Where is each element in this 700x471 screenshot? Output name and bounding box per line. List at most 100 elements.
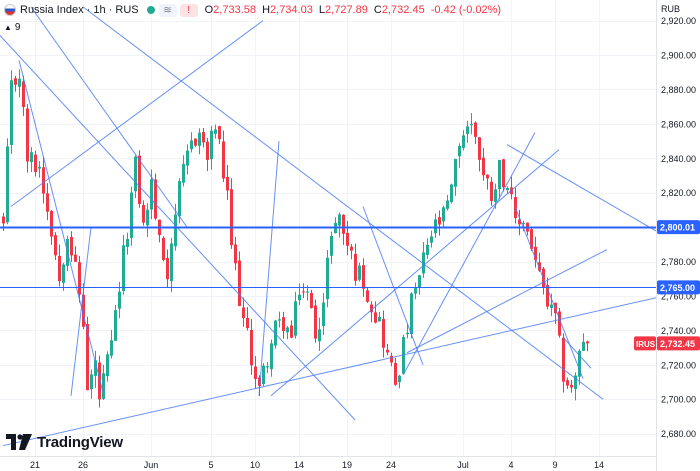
candle-body <box>86 323 89 391</box>
candle-body <box>502 159 505 188</box>
candle-body <box>346 232 349 246</box>
candle-body <box>390 355 393 363</box>
last-price-symbol-tag <box>634 336 656 351</box>
level-price-label: 2,765.00 <box>660 283 695 293</box>
candle-body <box>362 265 365 289</box>
candle-body <box>366 290 369 302</box>
trendline-3 <box>10 20 264 207</box>
candle-body <box>258 377 261 386</box>
open-label: O <box>204 4 214 16</box>
indicator-count: 9 <box>14 21 21 33</box>
candle-body <box>38 166 41 169</box>
x-tick-label: 26 <box>78 460 88 470</box>
candle-body <box>254 366 257 379</box>
x-tick-label: 4 <box>508 460 513 470</box>
x-tick-label: 14 <box>594 460 604 470</box>
candle-body <box>102 373 105 399</box>
candle-body <box>98 362 101 400</box>
candle-body <box>562 337 565 382</box>
candle-body <box>582 341 585 351</box>
candle-body <box>418 275 421 288</box>
candle-body <box>462 135 465 148</box>
candle-body <box>410 293 413 335</box>
candle-body <box>446 200 449 209</box>
y-tick-label: 2,820.00 <box>661 188 696 198</box>
candle-body <box>470 124 473 126</box>
candle-body <box>494 189 497 202</box>
candle-body <box>242 307 245 319</box>
candle-body <box>82 294 85 327</box>
candle-body <box>374 312 377 323</box>
candle-body <box>58 255 61 282</box>
candle-body <box>270 343 273 370</box>
trendline-5 <box>70 227 92 396</box>
candle-body <box>214 129 217 134</box>
symbol-title[interactable]: Russia Index · 1h · RUS <box>20 4 139 16</box>
trendline-11 <box>406 249 608 354</box>
x-tick-label: 14 <box>294 460 304 470</box>
trendline-8 <box>362 206 424 365</box>
candle-body <box>298 294 301 301</box>
candle-body <box>62 264 65 283</box>
high-value: 2,734.03 <box>270 4 313 16</box>
eye-icon[interactable]: ≋ <box>158 3 177 17</box>
y-tick-label: 2,840.00 <box>661 154 696 164</box>
tradingview-logo[interactable]: TradingView <box>6 432 123 452</box>
y-tick-label: 2,760.00 <box>661 291 696 301</box>
trendline-4 <box>258 141 280 396</box>
candle-body <box>10 80 13 145</box>
trendline-12 <box>2 297 656 447</box>
trendline-14 <box>514 206 584 379</box>
candle-body <box>398 375 401 383</box>
candle-body <box>434 219 437 234</box>
x-tick-label: 24 <box>386 460 396 470</box>
level-price-label: 2,800.01 <box>660 223 695 233</box>
candle-body <box>378 316 381 322</box>
candle-body <box>210 130 213 160</box>
candle-body <box>142 204 145 223</box>
candle-body <box>2 216 5 224</box>
candle-body <box>130 192 133 238</box>
candle-body <box>358 265 361 280</box>
candle-body <box>382 318 385 348</box>
currency-label[interactable]: RUB <box>661 4 681 14</box>
candle-body <box>566 380 569 386</box>
candle-body <box>126 239 129 247</box>
candle-body <box>78 262 81 295</box>
candle-body <box>586 341 589 344</box>
candle-body <box>302 291 305 293</box>
candle-body <box>70 236 73 256</box>
candle-body <box>490 181 493 201</box>
candle-body <box>574 375 577 390</box>
candle-body <box>422 252 425 274</box>
candle-body <box>458 145 461 157</box>
candle-body <box>350 246 353 251</box>
change-value: -0.42 (-0.02%) <box>430 4 502 16</box>
candle-body <box>354 253 357 281</box>
y-tick-label: 2,740.00 <box>661 326 696 336</box>
indicators-toggle[interactable]: ▲ 9 <box>0 20 20 34</box>
candle-body <box>14 78 17 85</box>
candle-body <box>406 332 409 335</box>
russia-flag-icon <box>4 4 16 16</box>
candle-body <box>110 340 113 356</box>
level-price-tag <box>657 220 700 235</box>
candle-body <box>178 181 181 217</box>
y-tick-label: 2,780.00 <box>661 257 696 267</box>
candle-body <box>386 349 389 353</box>
candle-body <box>486 174 489 179</box>
candle-body <box>50 211 53 237</box>
candle-body <box>202 132 205 143</box>
chevron-up-icon[interactable]: ▲ <box>4 22 12 32</box>
candle-body <box>154 179 157 219</box>
candle-body <box>474 122 477 137</box>
candle-body <box>550 304 553 309</box>
trendline-6 <box>30 6 188 228</box>
candle-body <box>30 152 33 163</box>
candle-body <box>326 257 329 300</box>
alert-icon[interactable]: ! <box>179 3 198 17</box>
last-price-tag <box>657 336 700 351</box>
candle-body <box>558 311 561 336</box>
candle-body <box>262 365 265 385</box>
